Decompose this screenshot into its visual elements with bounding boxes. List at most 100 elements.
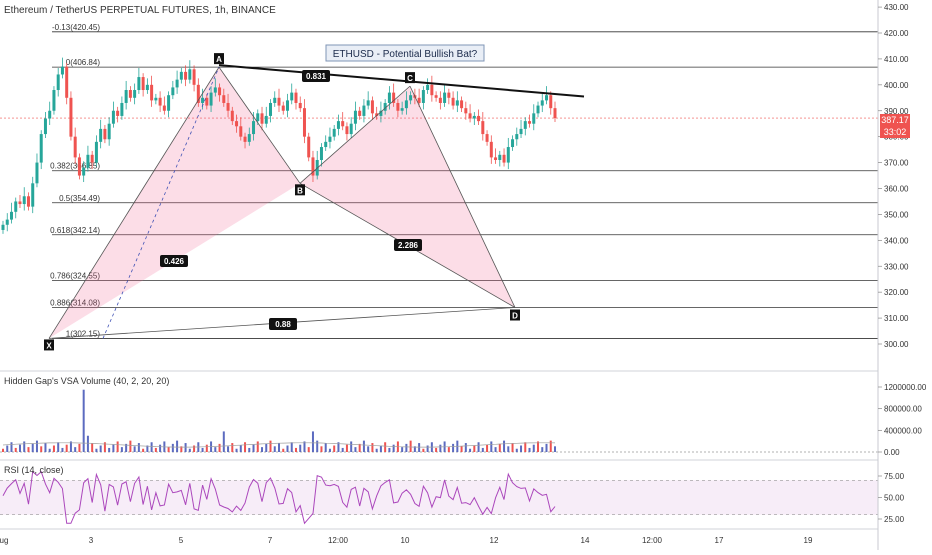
candle-body (545, 95, 549, 101)
volume-bar (125, 443, 128, 452)
price-axis[interactable]: 300.00 310.00 320.00 330.00 340.00 350.00 360.… (878, 3, 927, 524)
volume-bar (35, 440, 38, 452)
candle-body (260, 113, 264, 124)
volume-bar (137, 443, 140, 452)
volume-bar (371, 443, 374, 452)
candle-body (489, 141, 493, 158)
volume-bar (52, 445, 55, 452)
time-tick-label: 3 (89, 536, 94, 545)
candle-body (464, 108, 468, 114)
candle-body (511, 139, 515, 148)
candle-body (179, 71, 183, 80)
candle-body (498, 154, 502, 160)
volume-bar (541, 447, 544, 452)
time-tick-label: ug (0, 536, 8, 545)
volume-bar (345, 444, 348, 452)
leg-ab (218, 66, 301, 184)
ratio-value: 0.426 (164, 257, 185, 266)
candle-body (209, 92, 213, 106)
candle-body (158, 97, 162, 106)
time-axis[interactable]: ug 3 5 7 12:00 10 12 14 12:00 17 19 (0, 536, 813, 545)
time-tick-label: 19 (804, 536, 813, 545)
candle-body (332, 128, 336, 137)
candle-body (540, 100, 544, 106)
volume-bar (388, 447, 391, 452)
pattern-point-x (44, 339, 54, 351)
volume-bar (112, 444, 115, 452)
time-tick-label: 12:00 (642, 536, 663, 545)
volume-bar (252, 444, 255, 452)
candle-body (387, 92, 391, 103)
volume-bar (490, 441, 493, 452)
volume-bar (193, 445, 196, 452)
candle-body (383, 102, 387, 111)
candle-body (532, 113, 536, 124)
leg-xa (48, 66, 220, 339)
candle-body (31, 183, 35, 207)
time-tick-label: 12:00 (328, 536, 349, 545)
volume-bar (520, 445, 523, 452)
candle-body (14, 201, 18, 212)
candle-body (192, 69, 196, 85)
price-tick-label: 330.00 (884, 262, 909, 271)
candle-body (9, 211, 13, 220)
candle-body (86, 154, 90, 168)
price-tick-label: 420.00 (884, 29, 909, 38)
bat-pattern-fills (49, 67, 515, 339)
candle-body (307, 136, 311, 158)
candle-body (375, 113, 379, 116)
candle-body (549, 95, 553, 109)
volume-bar (184, 443, 187, 452)
idea-title-box[interactable]: ETHUSD - Potential Bullish Bat? (325, 44, 485, 62)
candle-body (128, 90, 132, 98)
volume-bar (409, 440, 412, 452)
candle-body (404, 100, 408, 109)
pattern-point-label: A (216, 55, 222, 64)
candle-body (451, 97, 455, 106)
candle-body (460, 100, 464, 109)
candle-body (150, 84, 154, 101)
candle-body (417, 97, 421, 103)
last-price-badge (880, 114, 910, 138)
volume-bar (452, 443, 455, 452)
volume-bar (171, 443, 174, 452)
volume-bar (375, 448, 378, 452)
pattern-point-a (214, 53, 224, 65)
candle-body (353, 110, 357, 124)
fib-level-label: 1(302.15) (66, 329, 101, 338)
candle-body (26, 196, 30, 207)
volume-bar (503, 440, 506, 452)
volume-bar (549, 440, 552, 452)
volume-bar (554, 446, 556, 452)
candle-body (553, 108, 557, 119)
volume-bar (78, 443, 81, 452)
volume-bar (65, 444, 68, 452)
candle-body (65, 66, 69, 98)
candle-body (370, 100, 374, 114)
volume-bar (57, 442, 60, 452)
candle-body (218, 87, 222, 96)
candle-body (69, 97, 73, 137)
candle-body (277, 97, 281, 106)
volume-bar (159, 444, 162, 452)
volume-bar (413, 446, 416, 452)
volume-bar (108, 447, 111, 452)
leg-cd (409, 85, 516, 308)
candle-body (213, 87, 217, 93)
volume-bar (273, 446, 276, 452)
candle-body (430, 84, 434, 96)
candle-body (536, 105, 540, 114)
volume-bar (31, 443, 34, 452)
price-tick-label: 300.00 (884, 340, 909, 349)
volume-bar (227, 446, 230, 452)
volume-bar (294, 447, 297, 452)
volume-bar (95, 448, 98, 452)
candle-body (145, 84, 149, 91)
bar-countdown: 33:02 (884, 127, 907, 137)
volume-bar (14, 447, 17, 452)
candle-body (226, 102, 230, 111)
candle-body (485, 134, 489, 142)
volume-bar (23, 441, 26, 452)
candle-body (528, 121, 532, 124)
